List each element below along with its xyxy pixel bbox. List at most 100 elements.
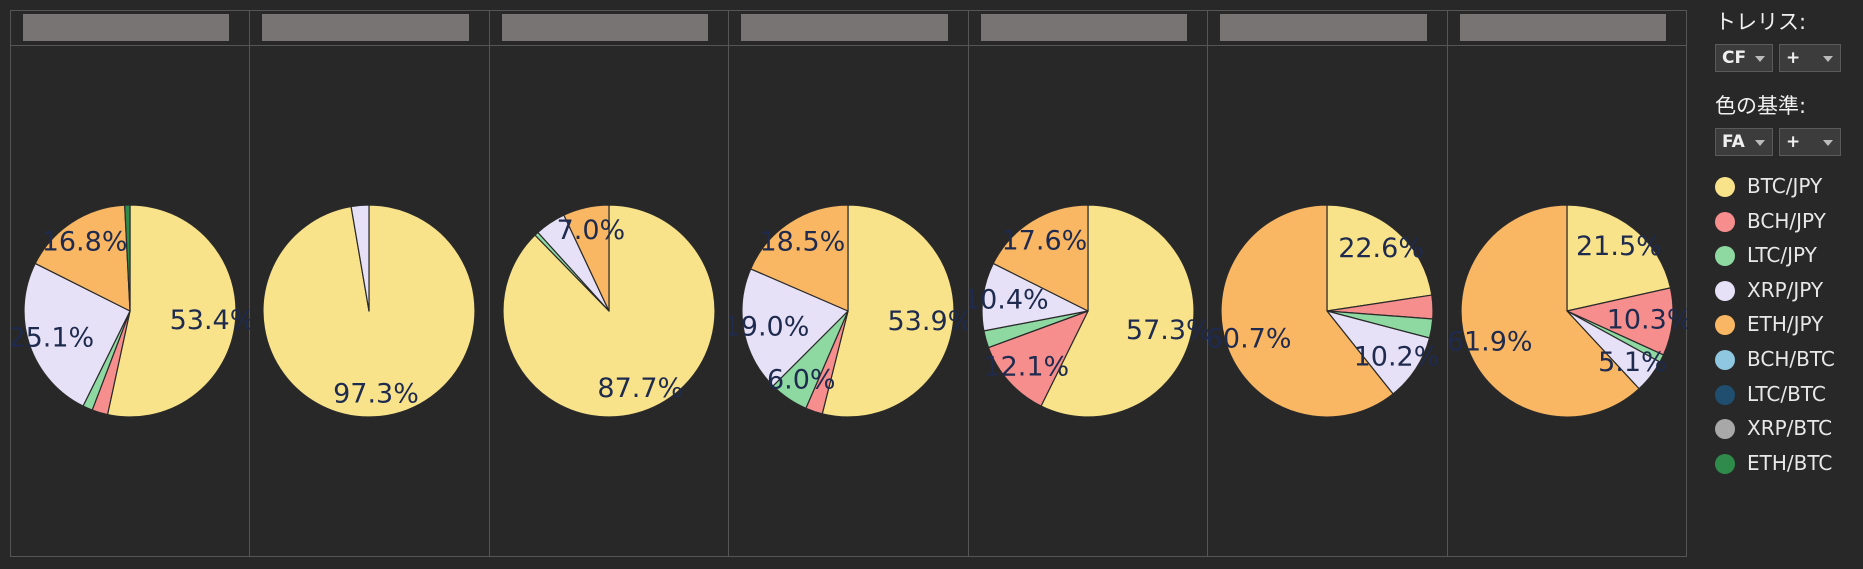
slice-data-label: 10.2% (1354, 341, 1440, 372)
pie-slice-xrp-jpy[interactable] (741, 268, 849, 387)
pie-slice-btc-jpy[interactable] (821, 204, 955, 418)
slice-data-label: 87.7% (597, 373, 683, 404)
chevron-down-icon (1823, 140, 1833, 146)
pie-chart: 53.9% 6.0% 19.0% 18.5% (729, 204, 968, 418)
pie-slice-eth-jpy[interactable] (1459, 204, 1640, 418)
legend-swatch-icon (1715, 419, 1735, 440)
panel-header (1208, 11, 1447, 46)
legend-label: ETH/BTC (1747, 450, 1833, 475)
slice-data-label: 22.6% (1338, 233, 1424, 264)
pie-slice-btc-jpy[interactable] (1326, 204, 1433, 312)
slice-data-label: 60.7% (1208, 323, 1291, 354)
pie-slice-eth-btc[interactable] (124, 204, 131, 312)
slice-data-label: 21.5% (1576, 231, 1662, 262)
slice-data-label: 61.9% (1448, 326, 1533, 357)
pie-slice-eth-jpy[interactable] (1220, 204, 1394, 418)
slice-data-label: 10.3% (1606, 305, 1686, 336)
trellis-dropdown-value: CF (1722, 48, 1747, 68)
legend-swatch-icon (1715, 246, 1735, 267)
legend-swatch-icon (1715, 384, 1735, 405)
trellis-panel: 87.7% 7.0% (489, 11, 730, 556)
pie-slice-xrp-jpy[interactable] (981, 262, 1089, 332)
pie-slice-eth-jpy[interactable] (34, 204, 131, 312)
panel-header (11, 11, 250, 46)
pie-slice-btc-jpy[interactable] (106, 204, 237, 418)
panel-header-bar (980, 14, 1188, 41)
panel-header-bar (501, 14, 709, 41)
chevron-down-icon (1823, 56, 1833, 62)
legend-label: BCH/JPY (1747, 208, 1826, 233)
slice-data-label: 53.9% (888, 306, 968, 337)
slice-data-label: 17.6% (1001, 225, 1087, 256)
color-by-add-button[interactable]: + (1779, 128, 1841, 156)
legend-item[interactable]: BCH/JPY (1715, 208, 1863, 238)
panel-header-bar (1459, 14, 1666, 41)
pie-slice-xrp-jpy[interactable] (23, 262, 131, 407)
pie-slice-btc-jpy[interactable] (1565, 204, 1671, 312)
trellis-panel: 21.5% 10.3% 5.1% 61.9% (1447, 11, 1687, 556)
slice-data-label: 16.8% (42, 227, 128, 258)
pie-chart: 22.6% 10.2% 60.7% (1208, 204, 1440, 418)
legend-item[interactable]: BTC/JPY (1715, 173, 1863, 203)
legend-swatch-icon (1715, 280, 1735, 301)
legend-item[interactable]: ETH/JPY (1715, 311, 1863, 341)
legend-swatch-icon (1715, 350, 1735, 370)
trellis-dropdown[interactable]: CF (1715, 44, 1773, 72)
legend-item[interactable]: XRP/BTC (1715, 415, 1863, 445)
pie-slice-bch-jpy[interactable] (987, 310, 1089, 407)
pie-slice-btc-jpy[interactable] (1040, 204, 1195, 418)
panel-header (489, 11, 729, 46)
legend-label: ETH/JPY (1747, 312, 1824, 337)
trellis-panel: 97.3% (250, 11, 490, 556)
legend-item[interactable]: LTC/BTC (1715, 381, 1863, 411)
slice-data-label: 6.0% (767, 365, 836, 396)
trellis-panel: 22.6% 10.2% 60.7% (1208, 11, 1448, 556)
legend-label: LTC/BTC (1747, 381, 1826, 406)
pie-chart: 97.3% (262, 204, 476, 418)
color-by-dropdown-value: FA (1722, 132, 1745, 152)
slice-data-label: 19.0% (729, 312, 809, 343)
trellis-add-button[interactable]: + (1779, 44, 1841, 72)
legend-item[interactable]: ETH/BTC (1715, 450, 1863, 480)
color-by-label: 色の基準: (1715, 94, 1807, 118)
legend-swatch-icon (1715, 177, 1735, 197)
legend-item[interactable]: XRP/JPY (1715, 277, 1863, 307)
slice-data-label: 10.4% (969, 285, 1049, 316)
panel-header-bar (262, 14, 469, 41)
slice-data-label: 57.3% (1126, 315, 1208, 346)
legend-label: XRP/JPY (1747, 277, 1824, 302)
chevron-down-icon (1755, 140, 1765, 146)
legend-item[interactable]: BCH/BTC (1715, 346, 1863, 376)
trellis-grid: 53.4% 25.1% 16.8% 97.3% 87.7% 7.0% 53.9% 6.0% 19… (10, 10, 1687, 557)
pie-chart: 53.4% 25.1% 16.8% (11, 204, 250, 418)
legend-label: BCH/BTC (1747, 347, 1835, 371)
slice-data-label: 5.1% (1598, 347, 1667, 378)
pie-slice-eth-jpy[interactable] (992, 204, 1089, 312)
panel-header (729, 11, 968, 46)
panel-header-bar (741, 14, 948, 41)
legend-label: XRP/BTC (1747, 416, 1833, 441)
color-by-dropdown[interactable]: FA (1715, 128, 1773, 156)
trellis-add-label: + (1786, 48, 1801, 68)
panel-header-bar (1220, 14, 1427, 41)
legend-item[interactable]: LTC/JPY (1715, 242, 1863, 272)
slice-data-label: 53.4% (170, 305, 250, 336)
pie-slice-eth-jpy[interactable] (563, 204, 610, 312)
panel-header-bar (23, 14, 230, 41)
trellis-panel: 53.4% 25.1% 16.8% (11, 11, 251, 556)
color-by-add-label: + (1786, 132, 1801, 152)
slice-data-label: 97.3% (334, 379, 420, 410)
panel-header (250, 11, 489, 46)
slice-data-label: 25.1% (11, 322, 94, 353)
pie-slice-xrp-jpy[interactable] (350, 204, 371, 312)
slice-data-label: 18.5% (760, 227, 846, 258)
chevron-down-icon (1755, 56, 1765, 62)
side-panel: トレリス: CF + 色の基準: FA + BTC/JPY BCH/JPY LTC/… (1715, 0, 1863, 569)
pie-chart: 21.5% 10.3% 5.1% 61.9% (1448, 204, 1687, 418)
legend-swatch-icon (1715, 315, 1735, 336)
pie-slice-eth-jpy[interactable] (750, 204, 849, 312)
pie-chart: 57.3% 12.1% 10.4% 17.6% (969, 204, 1208, 418)
slice-data-label: 12.1% (983, 352, 1069, 383)
legend-swatch-icon (1715, 453, 1735, 474)
legend-swatch-icon (1715, 211, 1735, 232)
